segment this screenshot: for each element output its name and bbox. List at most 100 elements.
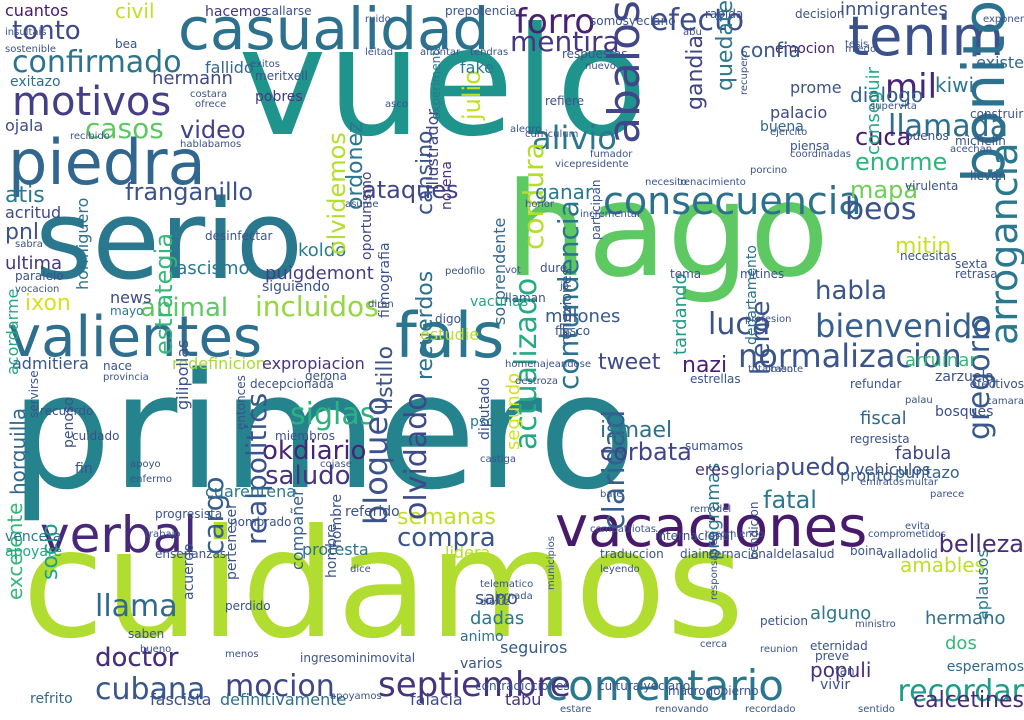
word-cojase: cojase xyxy=(320,459,352,470)
word-bueno: bueno xyxy=(140,644,172,655)
word-consecuencia: consecuencia xyxy=(603,179,862,223)
word-bate: bate xyxy=(600,489,623,500)
word-tan: tan xyxy=(835,664,855,678)
word-ingresominimovital: ingresominimovital xyxy=(300,651,416,665)
word-cuca: cuca xyxy=(855,123,912,151)
word-necesitas: necesitas xyxy=(900,249,957,263)
word-sabra: sabra xyxy=(15,239,43,250)
word-tweet: tweet xyxy=(598,350,661,375)
word-vocacion: vocacion xyxy=(15,284,60,295)
word-siguiendo: siguiendo xyxy=(262,279,330,295)
word-nazi: nazi xyxy=(682,353,728,378)
word-rapida: rapida xyxy=(705,7,744,21)
word-ejercito: ejercito xyxy=(770,127,808,138)
word-julio: julio xyxy=(458,70,486,120)
word-tardando: tardando xyxy=(670,273,691,355)
word-vuelo: vuelo xyxy=(238,0,648,170)
word-septiembre: septiembre xyxy=(378,665,571,705)
word-nombrado: nombrado xyxy=(230,515,292,529)
word-bea: bea xyxy=(115,37,138,51)
word-construir: construir xyxy=(970,107,1024,121)
word-buena: buena xyxy=(760,119,804,135)
word-leyendo: leyendo xyxy=(600,564,640,575)
word-diran: diran xyxy=(368,299,394,310)
word-acechan: acechan xyxy=(950,144,993,155)
word-news: news xyxy=(110,288,152,307)
word-menos: menos xyxy=(225,649,259,660)
word-leitad: leitad xyxy=(365,47,394,58)
word-amables: amables xyxy=(900,553,985,577)
word-puigdemont: puigdemont xyxy=(265,263,374,284)
word-gandia: gandia xyxy=(683,35,708,110)
word-mitin: mitin xyxy=(895,234,952,259)
word-apoyo: apoyo xyxy=(130,459,161,470)
word-asco: asco xyxy=(385,99,408,110)
word-respuestas: respuestas xyxy=(562,47,628,61)
word-comprometidos: comprometidos xyxy=(868,529,946,540)
word-fascista: fascista xyxy=(150,690,212,709)
word-ruido: ruido xyxy=(365,14,391,25)
word-norena: norena xyxy=(439,161,455,210)
word-pedofilo: pedofilo xyxy=(445,266,486,277)
word-tabu: tabu xyxy=(505,690,542,709)
word-boina: boina xyxy=(850,544,884,558)
word-hablabamos: hablabamos xyxy=(180,139,242,150)
word-belleza: belleza xyxy=(938,530,1024,558)
word-gilipollas: gilipollas xyxy=(173,339,192,410)
word-jornada: jornada xyxy=(495,591,533,602)
word-apoyamos: apoyamos xyxy=(330,691,382,702)
word-incrementar: incrementar xyxy=(580,209,642,220)
word-vencera: vencera xyxy=(5,529,62,545)
word-meritxell: meritxell xyxy=(255,69,308,83)
word-sumamos: sumamos xyxy=(685,439,744,453)
word-existe: existe xyxy=(976,53,1024,72)
word-dialogo: dialogo xyxy=(850,83,924,107)
word-macrogobierno: macrogobierno xyxy=(668,684,759,698)
word-calcetines: calcetines xyxy=(913,688,1024,713)
word-palau: palau xyxy=(905,395,933,406)
word-hombre: hombre xyxy=(324,523,340,578)
word-vicepresidente: vicepresidente xyxy=(555,159,629,170)
word-remodel: remodel xyxy=(690,504,732,515)
word-mapa: mapa xyxy=(850,176,919,204)
word-vot: vot xyxy=(505,265,521,276)
word-pnl: pnl xyxy=(5,220,40,245)
word-mil: mil xyxy=(885,67,938,107)
word-culturalyeclano: culturalyeclano xyxy=(598,679,691,693)
word-bienvenido: bienvenido xyxy=(815,307,992,345)
word-tesis: tesis xyxy=(845,39,869,50)
word-buenos: buenos xyxy=(905,129,949,143)
word-habla: habla xyxy=(815,276,888,306)
word-puedo: puedo xyxy=(775,453,851,481)
word-traduccion: traduccion xyxy=(600,547,664,561)
word-cubana: cubana xyxy=(95,672,206,707)
word-castiga: castiga xyxy=(480,454,517,465)
word-doctor: doctor xyxy=(95,643,179,673)
word-llama: llama xyxy=(95,589,178,624)
word-bendicion: bendicion xyxy=(747,501,761,560)
word-reflexiones: reflexiones xyxy=(559,268,575,345)
word-pronto: pronto xyxy=(840,466,893,485)
word-primero: primero xyxy=(10,338,637,525)
word-franganillo: franganillo xyxy=(125,178,254,206)
word-esperamos: esperamos xyxy=(946,659,1024,675)
word-zarzuela: zarzuela xyxy=(935,369,994,385)
word-aplausos: aplausos xyxy=(973,549,992,620)
word-incluidos: incluidos xyxy=(255,290,379,323)
word-dure: dure xyxy=(540,261,568,275)
word-oportunismo: oportunismo xyxy=(359,171,375,260)
word-paralelo: paralelo xyxy=(15,269,64,283)
word-arruinar: arruinar xyxy=(905,350,977,371)
word-fiscal: fiscal xyxy=(860,408,907,429)
word-prepotencia: prepotencia xyxy=(445,4,517,18)
word-fin: fin xyxy=(75,461,93,477)
word-palacio: palacio xyxy=(770,103,828,122)
word-fatal: fatal xyxy=(763,486,817,514)
word-efectivos: efectivos xyxy=(969,377,1024,391)
word-ismael: ismael xyxy=(600,418,673,443)
word-llamada: llamada xyxy=(888,109,1009,144)
word-trabajo: trabajo xyxy=(145,529,181,540)
word-somosyeclano: somosyeclano xyxy=(590,14,676,28)
word-abu: abu xyxy=(683,27,702,38)
word-ojala: ojala xyxy=(5,116,44,135)
